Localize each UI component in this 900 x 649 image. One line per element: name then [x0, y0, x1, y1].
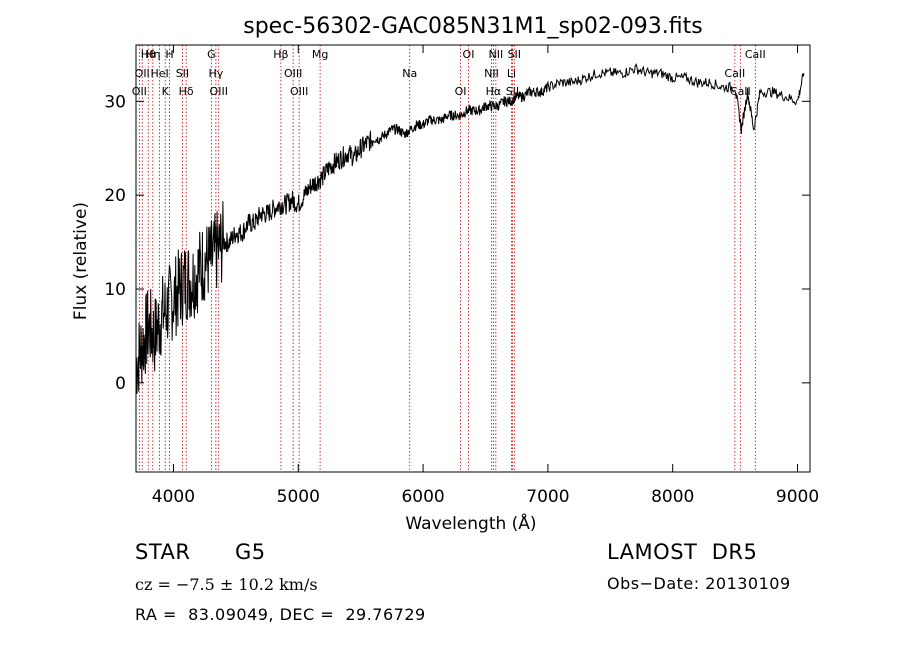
- line-marker-label: Hα: [486, 85, 502, 98]
- y-axis-ticks: 0 10 20 30: [104, 92, 810, 394]
- line-marker-label: Hβ: [273, 48, 288, 61]
- line-marker-label: OIII: [290, 85, 308, 98]
- line-marker-label: H: [165, 48, 173, 61]
- line-labels: HθOIIOIIHηHeIKHSIIHδGHγOIIIHβOIIIOIIIMgN…: [132, 48, 766, 98]
- line-marker-label: Hδ: [179, 85, 194, 98]
- line-marker-label: OII: [135, 67, 150, 80]
- survey-label: LAMOST DR5: [607, 540, 758, 564]
- line-marker-label: OIII: [284, 67, 302, 80]
- line-marker-label: Hγ: [208, 67, 223, 80]
- line-marker-label: K: [162, 85, 170, 98]
- line-marker-label: Li: [507, 67, 516, 80]
- line-marker-label: OI: [463, 48, 475, 61]
- y-tick-label: 10: [104, 280, 126, 300]
- line-marker-label: HeI: [150, 67, 168, 80]
- y-tick-label: 20: [104, 186, 126, 206]
- object-subclass: G5: [235, 540, 266, 564]
- y-tick-label: 0: [115, 374, 126, 394]
- line-marker-label: CaII: [745, 48, 766, 61]
- line-marker-label: NII: [484, 67, 499, 80]
- object-class: STAR: [135, 540, 191, 564]
- line-marker-label: Mg: [312, 48, 328, 61]
- redshift-readout: cz = −7.5 ± 10.2 km/s: [135, 575, 318, 594]
- line-marker-label: OI: [455, 85, 467, 98]
- chart-title: spec-56302-GAC085N31M1_sp02-093.fits: [243, 14, 703, 39]
- x-tick-label: 5000: [277, 487, 320, 507]
- line-marker-label: Hθ: [141, 48, 156, 61]
- x-tick-label: 8000: [651, 487, 694, 507]
- obs-date: Obs−Date: 20130109: [607, 574, 791, 593]
- x-tick-label: 7000: [526, 487, 569, 507]
- y-tick-label: 30: [104, 92, 126, 112]
- x-axis-label: Wavelength (Å): [405, 512, 536, 534]
- line-marker-label: OII: [132, 85, 147, 98]
- line-marker-label: NII: [488, 48, 503, 61]
- line-marker-label: Na: [402, 67, 417, 80]
- coordinates: RA = 83.09049, DEC = 29.76729: [135, 605, 426, 624]
- line-marker-label: SII: [176, 67, 189, 80]
- line-marker-label: G: [207, 48, 216, 61]
- line-marker-label: SII: [508, 48, 521, 61]
- spectrum-line: [135, 63, 805, 394]
- x-tick-label: 4000: [152, 487, 195, 507]
- x-tick-label: 9000: [776, 487, 819, 507]
- line-marker-label: CaII: [724, 67, 745, 80]
- plot-frame: [135, 44, 811, 473]
- line-markers: [138, 45, 756, 472]
- x-tick-label: 6000: [401, 487, 444, 507]
- line-marker-label: OIII: [210, 85, 228, 98]
- x-axis-ticks: 4000 5000 6000 7000 8000 9000: [152, 45, 819, 507]
- line-marker-label: CaII: [730, 85, 751, 98]
- line-marker-label: Hη: [145, 48, 160, 61]
- y-axis-label: Flux (relative): [71, 202, 91, 320]
